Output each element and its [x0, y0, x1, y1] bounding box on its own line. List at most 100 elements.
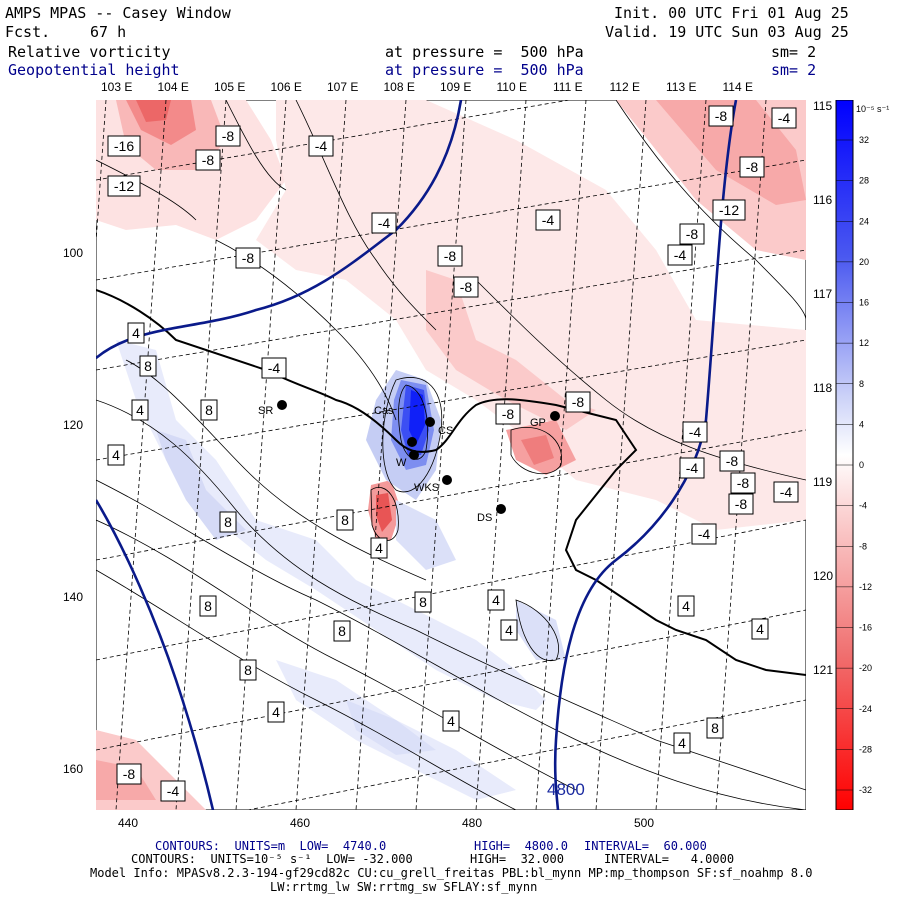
contour-label: -4 — [535, 209, 561, 231]
vorticity-contours-info: CONTOURS: UNITS=10⁻⁵ s⁻¹ LOW= -32.000 — [131, 852, 413, 866]
station-gp-marker — [550, 411, 560, 421]
svg-text:-12: -12 — [719, 202, 739, 218]
station-label-gp: GP — [530, 417, 546, 429]
contour-label: 8 — [239, 659, 257, 681]
svg-text:4: 4 — [756, 621, 764, 637]
contour-label: 4 — [442, 710, 460, 732]
top-lon-label: 111 E — [553, 80, 583, 94]
contour-labels: -16 -8 -4 -12 -8 -4 -8 -8 -8 -4 -8 -8 -12 -8 -4 -8 -8 -8 4… — [107, 105, 799, 802]
station-label-cas: Cas — [374, 405, 394, 417]
top-lon-label: 112 E — [609, 80, 640, 94]
contour-label: -8 — [708, 105, 734, 127]
contour-label: 8 — [336, 509, 354, 531]
contour-label: -4 — [371, 212, 397, 234]
contour-label: -8 — [739, 156, 765, 178]
contour-label: -8 — [453, 276, 479, 298]
contour-label: -8 — [116, 763, 142, 785]
contour-label: 8 — [199, 595, 217, 617]
x-tick-label: 460 — [290, 816, 311, 830]
colorbar-tick: 4 — [859, 419, 864, 429]
station-sr-marker — [277, 400, 287, 410]
svg-text:-8: -8 — [746, 159, 759, 175]
top-lon-label: 114 E — [722, 80, 753, 94]
contour-label: -8 — [728, 493, 754, 515]
svg-text:8: 8 — [224, 514, 232, 530]
field1-name: Relative vorticity — [8, 43, 171, 61]
svg-text:-8: -8 — [737, 475, 750, 491]
contour-label: -4 — [773, 481, 799, 503]
valid-time: Valid. 19 UTC Sun 03 Aug 25 — [605, 23, 849, 41]
contour-label: -4 — [308, 135, 334, 157]
x-tick-label: 480 — [462, 816, 483, 830]
height-contours-info: CONTOURS: UNITS=m LOW= 4740.0 — [155, 839, 387, 853]
colorbar-tick: 0 — [859, 460, 864, 470]
y-tick-label: 160 — [63, 762, 84, 776]
contour-label: -8 — [565, 391, 591, 413]
contour-label: -12 — [107, 175, 141, 197]
model-info-physics: LW:rrtmg_lw SW:rrtmg_sw SFLAY:sf_mynn — [270, 880, 538, 894]
svg-text:-4: -4 — [378, 215, 391, 231]
vorticity-contours-high: HIGH= 32.000 — [470, 852, 564, 866]
contour-label: -4 — [691, 523, 717, 545]
contour-label: -8 — [215, 125, 241, 147]
station-w-marker — [409, 450, 419, 460]
station-cas-marker — [407, 437, 417, 447]
contour-label: 8 — [219, 511, 237, 533]
height-contours-high: HIGH= 4800.0 — [474, 839, 568, 853]
model-info: Model Info: MPASv8.2.3-194-gf29cd82c CU:… — [90, 866, 813, 880]
station-label-cs: CS — [438, 425, 453, 437]
field2-name: Geopotential height — [8, 61, 180, 79]
svg-text:8: 8 — [144, 358, 152, 374]
contour-label: 4 — [677, 595, 695, 617]
vorticity-contours-interval: INTERVAL= 4.0000 — [604, 852, 735, 866]
svg-text:-4: -4 — [542, 212, 555, 228]
svg-text:8: 8 — [204, 598, 212, 614]
contour-label: 8 — [414, 591, 432, 613]
station-ds-marker — [496, 504, 506, 514]
height-contours — [96, 100, 738, 810]
contour-label: 8 — [200, 399, 218, 421]
top-lon-label: 109 E — [440, 80, 472, 94]
colorbar-tick: -24 — [859, 704, 872, 714]
field2-level: at pressure = 500 hPa — [385, 61, 584, 79]
contour-label: -12 — [712, 199, 746, 221]
colorbar-tick: 8 — [859, 379, 864, 389]
contour-label: -8 — [730, 472, 756, 494]
contour-label: -8 — [235, 247, 261, 269]
svg-text:-4: -4 — [315, 138, 328, 154]
colorbar-tick: 28 — [859, 176, 869, 186]
top-lon-label: 106 E — [270, 80, 302, 94]
svg-text:4: 4 — [272, 704, 280, 720]
svg-text:-8: -8 — [502, 406, 515, 422]
svg-text:4: 4 — [492, 592, 500, 608]
x-tick-label: 440 — [118, 816, 139, 830]
contour-label: -4 — [771, 107, 797, 129]
contour-label: -4 — [679, 457, 705, 479]
colorbar-tick: -4 — [859, 501, 867, 511]
colorbar-tick: -8 — [859, 541, 867, 551]
svg-text:-12: -12 — [114, 178, 134, 194]
field1-smoothing: sm= 2 — [771, 43, 817, 61]
svg-text:-8: -8 — [222, 128, 235, 144]
forecast-label: Fcst. — [5, 23, 51, 41]
station-label-wks: WKS — [414, 482, 439, 494]
top-lon-label: 110 E — [496, 80, 527, 94]
svg-text:-8: -8 — [444, 248, 457, 264]
contour-label: -8 — [195, 149, 221, 171]
station-label-sr: SR — [258, 405, 273, 417]
svg-text:-4: -4 — [778, 110, 791, 126]
y-tick-label: 100 — [63, 246, 84, 260]
contour-label: 8 — [333, 620, 351, 642]
contour-label: 4 — [673, 732, 691, 754]
contour-label: -16 — [107, 135, 141, 157]
top-lon-label: 108 E — [383, 80, 415, 94]
svg-text:-4: -4 — [268, 360, 281, 376]
colorbar-tick: -12 — [859, 582, 872, 592]
contour-label: 4 — [370, 537, 388, 559]
svg-text:-8: -8 — [202, 152, 215, 168]
svg-text:4: 4 — [505, 622, 513, 638]
station-label-w: W — [396, 457, 407, 469]
svg-text:-8: -8 — [686, 226, 699, 242]
contour-label: 8 — [139, 355, 157, 377]
